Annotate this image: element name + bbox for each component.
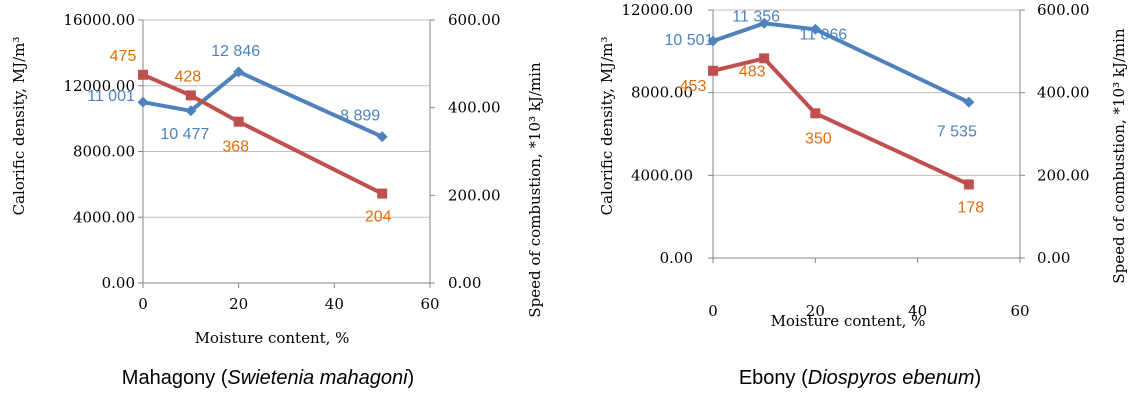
y-right-tick-label: 400.00 [1037, 84, 1090, 102]
y-right-tick-label: 200.00 [448, 186, 501, 204]
series-line-0 [142, 69, 383, 139]
data-point-diamond [185, 105, 197, 117]
x-axis-label: Moisture content, % [771, 312, 926, 330]
series-line-1 [142, 72, 384, 196]
chart-mahogany: 0.00 4000.00 8000.00 12000.00 16000.00 0.00 20… [10, 11, 544, 347]
series-line-0 [712, 21, 970, 105]
data-point-diamond [376, 131, 388, 143]
x-tick-label: 0 [138, 295, 148, 313]
x-tick-label: 40 [908, 302, 927, 320]
data-label: 204 [365, 209, 392, 226]
data-label: 8 899 [340, 108, 380, 125]
caption-species: Swietenia mahagoni [227, 367, 408, 389]
y-right-tick-label: 600.00 [1037, 1, 1090, 19]
data-point-square [185, 90, 196, 101]
y-left-tick-label: 8000.00 [73, 143, 135, 161]
caption-prefix: Mahagony ( [121, 367, 228, 389]
y-left-tick-label: 4000.00 [631, 166, 693, 184]
data-point-square [377, 188, 388, 199]
series-line-1 [712, 56, 970, 187]
data-point-diamond [707, 35, 719, 47]
data-label: 428 [174, 68, 201, 85]
y-right-tick-label: 0.00 [448, 274, 481, 292]
y-right-tick-label: 600.00 [448, 11, 501, 29]
data-label: 368 [222, 139, 249, 156]
data-label: 350 [805, 130, 832, 147]
data-label: 11 001 [87, 88, 135, 105]
y-left-tick-label: 12000.00 [621, 1, 693, 19]
data-label: 178 [957, 199, 984, 216]
data-point-square [233, 116, 244, 127]
x-tick-label: 20 [806, 302, 825, 320]
data-point-square [810, 108, 821, 119]
y-right-tick-label: 200.00 [1037, 166, 1090, 184]
data-point-diamond [963, 96, 975, 108]
x-tick-label: 40 [325, 295, 344, 313]
data-point-square [759, 53, 770, 64]
y-right-tick-label: 400.00 [448, 99, 501, 117]
data-label: 10 501 [665, 32, 714, 49]
caption-prefix: Ebony ( [738, 367, 808, 389]
y-right-tick-label: 0.00 [1037, 249, 1070, 267]
chart-ebony: 0.00 4000.00 8000.00 12000.00 0.00 200.00 400.… [598, 1, 1128, 330]
data-point-diamond [758, 17, 770, 29]
data-label: 475 [110, 48, 137, 65]
caption-suffix: ) [974, 367, 982, 389]
data-point-square [708, 65, 718, 76]
x-tick-label: 0 [708, 302, 718, 320]
caption-mahogany: Mahagony (Swietenia mahagoni) [122, 367, 414, 390]
y-left-axis-label: Calorific density, MJ/m³ [598, 37, 616, 216]
y-left-tick-label: 0.00 [102, 274, 135, 292]
caption-species: Diospyros ebenum [807, 367, 975, 389]
x-tick-label: 20 [229, 295, 248, 313]
data-point-diamond [809, 23, 821, 35]
data-label: 10 477 [160, 126, 209, 143]
y-right-axis-label: Speed of combustion, *10³ kJ/min [526, 62, 544, 318]
y-left-tick-label: 0.00 [660, 249, 693, 267]
caption-ebony: Ebony (Diospyros ebenum) [739, 367, 981, 390]
data-point-diamond [233, 66, 245, 78]
data-label: 12 846 [211, 43, 260, 60]
y-left-tick-label: 12000.00 [63, 77, 135, 95]
y-left-tick-label: 16000.00 [63, 11, 135, 29]
data-label: 483 [739, 63, 766, 80]
x-axis-label: Moisture content, % [195, 329, 350, 347]
x-tick-label: 60 [420, 295, 439, 313]
data-label: 453 [680, 78, 707, 95]
caption-suffix: ) [407, 367, 415, 389]
data-point-diamond [137, 96, 149, 108]
y-left-axis-label: Calorific density, MJ/m³ [10, 37, 28, 216]
data-label: 11 356 [732, 8, 780, 25]
data-label: 7 535 [937, 123, 977, 140]
y-left-tick-label: 8000.00 [631, 84, 693, 102]
data-point-square [138, 69, 148, 80]
x-tick-label: 60 [1010, 302, 1029, 320]
data-point-square [963, 179, 974, 190]
y-right-axis-label: Speed of combustion, *10³ kJ/min [1110, 28, 1128, 284]
y-left-tick-label: 4000.00 [73, 208, 135, 226]
data-label: 11 066 [799, 26, 847, 43]
